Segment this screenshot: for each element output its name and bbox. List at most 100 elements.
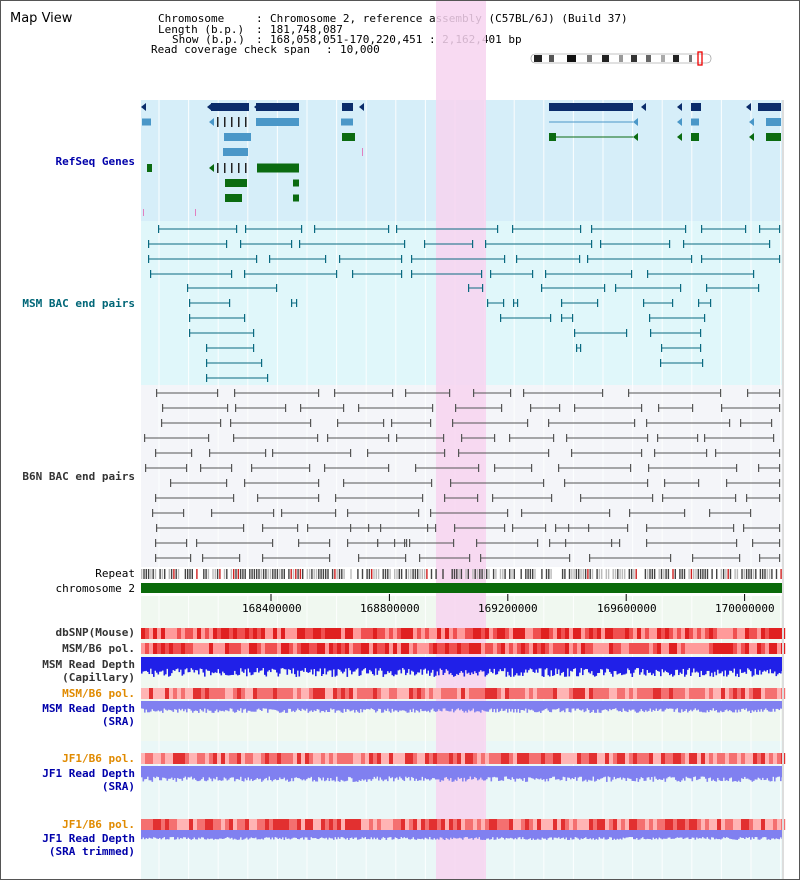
depth-bar xyxy=(349,657,352,671)
bac-end xyxy=(736,464,738,472)
depth-bar xyxy=(519,701,521,713)
bac-end xyxy=(698,299,700,307)
depth-bar xyxy=(294,657,296,675)
depth-bar xyxy=(270,701,272,710)
bac-end xyxy=(580,344,582,352)
depth-bar xyxy=(426,701,428,712)
depth-bar xyxy=(510,766,512,780)
depth-bar xyxy=(387,657,389,672)
repeat-mark xyxy=(368,569,371,579)
depth-bar xyxy=(481,701,484,710)
heatmap-cell xyxy=(201,753,206,764)
heatmap-cell xyxy=(777,688,782,699)
repeat-mark xyxy=(741,569,743,579)
repeat-mark xyxy=(237,569,239,579)
depth-bar xyxy=(490,701,493,709)
heatmap-cell xyxy=(765,628,770,639)
depth-bar xyxy=(186,701,188,713)
heatmap-cell xyxy=(621,753,626,764)
heatmap-cell xyxy=(265,688,270,699)
depth-bar xyxy=(603,766,605,778)
heatmap-cell xyxy=(245,643,250,654)
heatmap-cell xyxy=(209,643,214,654)
bac-end xyxy=(702,359,704,367)
depth-bar xyxy=(453,701,455,713)
repeat-mark xyxy=(272,569,274,579)
bac-end xyxy=(162,404,164,412)
depth-bar xyxy=(625,830,628,838)
depth-bar xyxy=(495,830,497,840)
heatmap-cell xyxy=(537,628,542,639)
repeat-mark xyxy=(465,569,467,579)
depth-bar xyxy=(403,830,406,838)
heatmap-cell xyxy=(229,688,234,699)
heatmap-cell xyxy=(517,628,522,639)
bac-end xyxy=(200,464,202,472)
depth-bar xyxy=(768,830,770,840)
depth-bar xyxy=(243,830,245,840)
heatmap-cell xyxy=(309,753,314,764)
depth-bar xyxy=(241,766,244,782)
heatmap-cell xyxy=(701,819,706,830)
repeat-mark xyxy=(205,569,207,579)
depth-bar xyxy=(619,766,622,778)
depth-bar xyxy=(232,701,235,712)
depth-bar xyxy=(259,657,262,671)
repeat-mark xyxy=(313,569,315,579)
depth-bar xyxy=(388,701,391,712)
depth-bar xyxy=(624,701,626,711)
heatmap-cell xyxy=(653,819,658,830)
gene-tick xyxy=(231,163,233,173)
heatmap-cell xyxy=(657,753,662,764)
depth-bar xyxy=(142,830,145,838)
bac-end xyxy=(771,419,773,427)
bac-end xyxy=(415,464,417,472)
depth-bar xyxy=(774,830,776,840)
heatmap-cell xyxy=(269,643,274,654)
repeat-mark xyxy=(226,569,228,579)
depth-bar xyxy=(637,657,640,669)
depth-bar xyxy=(225,657,227,675)
bac-end xyxy=(543,479,545,487)
bac-end xyxy=(220,419,222,427)
depth-bar xyxy=(379,701,382,710)
heatmap-cell xyxy=(305,819,310,830)
depth-bar xyxy=(630,701,632,711)
depth-bar xyxy=(522,830,524,838)
bac-end xyxy=(773,434,775,442)
repeat-mark xyxy=(561,569,564,579)
depth-bar xyxy=(373,657,376,676)
depth-bar xyxy=(511,657,514,669)
depth-bar xyxy=(225,766,227,779)
depth-bar xyxy=(232,830,235,840)
depth-bar xyxy=(612,701,614,710)
depth-bar xyxy=(706,701,709,711)
scroll-edge xyxy=(782,100,784,879)
depth-bar xyxy=(475,657,478,674)
depth-bar xyxy=(759,830,761,840)
depth-bar xyxy=(462,657,464,673)
depth-bar xyxy=(547,766,550,782)
depth-bar xyxy=(553,830,556,838)
heatmap-cell xyxy=(365,643,370,654)
depth-bar xyxy=(616,701,619,711)
bac-end xyxy=(209,449,211,457)
heatmap-cell xyxy=(693,643,698,654)
strand-arrow-icon xyxy=(359,103,364,111)
repeat-mark xyxy=(621,569,624,579)
depth-bar xyxy=(660,657,662,677)
depth-bar xyxy=(642,701,644,711)
depth-bar xyxy=(304,701,307,711)
depth-bar xyxy=(195,766,197,780)
depth-bar xyxy=(631,766,634,781)
heatmap-cell xyxy=(465,628,470,639)
depth-bar xyxy=(661,701,664,712)
heatmap-cell xyxy=(429,688,434,699)
bac-end xyxy=(549,539,551,547)
heatmap-cell xyxy=(173,628,178,639)
depth-bar xyxy=(753,657,755,676)
repeat-mark xyxy=(423,569,426,579)
depth-bar xyxy=(513,766,515,780)
